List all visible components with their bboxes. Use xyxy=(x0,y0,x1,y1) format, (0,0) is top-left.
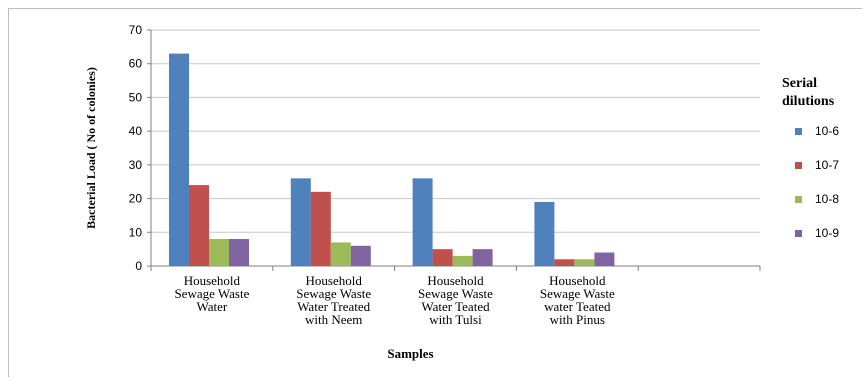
bar xyxy=(189,185,209,266)
bar xyxy=(554,259,575,266)
y-tick-label: 0 xyxy=(135,259,142,273)
chart-frame xyxy=(8,8,862,377)
bar xyxy=(229,239,249,266)
bar xyxy=(310,191,331,266)
bar xyxy=(534,201,555,266)
x-tick-label: water Teated xyxy=(544,299,611,314)
legend-title: Serial xyxy=(782,76,817,91)
legend-label: 10-9 xyxy=(815,226,839,240)
legend-swatch xyxy=(795,196,802,203)
legend-swatch xyxy=(795,230,802,237)
legend-title: dilutions xyxy=(782,94,835,109)
x-tick-label: Water Treated xyxy=(297,299,370,314)
x-tick-label: Sewage Waste xyxy=(296,286,371,301)
legend-swatch xyxy=(795,162,802,169)
y-tick-label: 70 xyxy=(129,23,143,37)
legend-swatch xyxy=(795,128,802,135)
legend-label: 10-7 xyxy=(815,158,839,172)
bar xyxy=(432,249,453,266)
y-tick-label: 60 xyxy=(129,57,143,71)
bar xyxy=(169,53,189,266)
bar xyxy=(452,255,473,266)
x-tick-label: Household xyxy=(184,273,241,288)
x-tick-label: Water Teated xyxy=(421,299,490,314)
x-tick-label: Household xyxy=(306,273,363,288)
x-tick-label: Sewage Waste xyxy=(418,286,493,301)
x-tick-label: Household xyxy=(427,273,484,288)
x-tick-label: Water xyxy=(197,299,228,314)
x-tick-label: Sewage Waste xyxy=(174,286,249,301)
y-tick-label: 10 xyxy=(129,225,143,239)
x-tick-label: with Pinus xyxy=(550,312,605,327)
y-tick-label: 40 xyxy=(129,124,143,138)
x-axis-title: Samples xyxy=(387,346,433,361)
x-tick-label: with Neem xyxy=(305,312,362,327)
y-tick-label: 50 xyxy=(129,90,143,104)
bar xyxy=(330,242,351,266)
x-tick-label: with Tulsi xyxy=(429,312,482,327)
bar xyxy=(472,249,493,266)
bar xyxy=(209,239,229,266)
bar xyxy=(594,252,615,266)
bar xyxy=(350,245,371,266)
y-tick-label: 30 xyxy=(129,158,143,172)
bar xyxy=(412,178,433,266)
y-axis-title: Bacterial Load ( No of colonies) xyxy=(84,67,98,229)
x-tick-label: Household xyxy=(549,273,606,288)
x-tick-label: Sewage Waste xyxy=(540,286,615,301)
legend-label: 10-8 xyxy=(815,192,839,206)
bar xyxy=(574,259,595,266)
legend-label: 10-6 xyxy=(815,124,839,138)
bar xyxy=(290,178,311,266)
y-tick-label: 20 xyxy=(129,192,143,206)
